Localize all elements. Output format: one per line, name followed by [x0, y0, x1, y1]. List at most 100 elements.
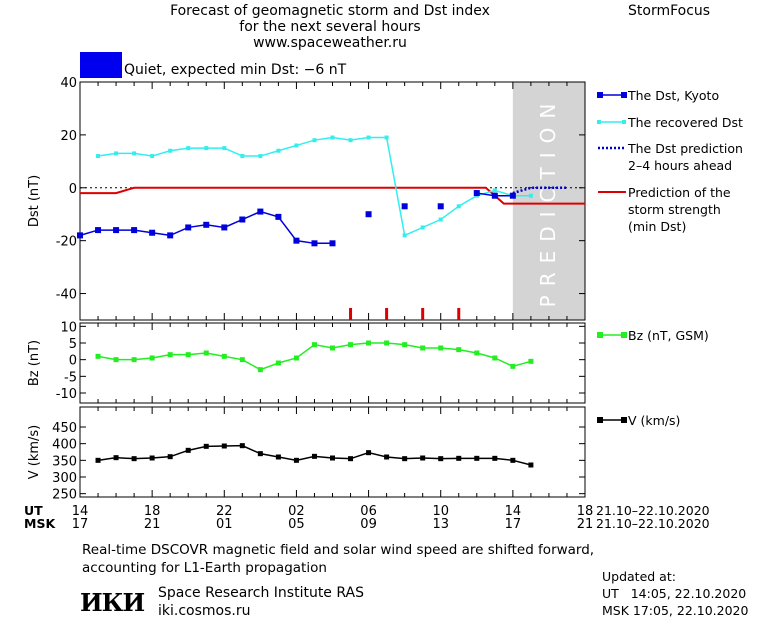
bz-point: [275, 360, 281, 366]
v-point: [95, 457, 101, 463]
storm-marker: [421, 308, 425, 320]
bz-point: [185, 352, 191, 358]
ut-tick-label: 22: [216, 504, 233, 519]
v-point: [149, 455, 155, 461]
y-tick-label-v: 350: [52, 454, 77, 469]
y-tick-label-v: 250: [52, 488, 77, 503]
ut-tick-label: 10: [432, 504, 449, 519]
storm-strength-line: [80, 186, 585, 205]
bz-point: [474, 350, 480, 356]
y-axis-label-dst: Dst (nT): [27, 175, 42, 227]
iki-logo: ИКИ: [80, 588, 145, 617]
recovered-dst-point: [132, 151, 137, 156]
dst-kyoto-point: [329, 240, 336, 247]
dst-kyoto-point: [131, 227, 138, 234]
v-point: [402, 456, 408, 462]
legend-v: V (km/s): [628, 413, 681, 428]
bz-point: [402, 342, 408, 348]
legend-swatch-dst-kyoto-mark: [597, 92, 603, 98]
dst-kyoto-point: [311, 240, 318, 247]
bz-point: [293, 355, 299, 361]
bz-point: [348, 342, 354, 348]
dst-kyoto-point: [185, 224, 192, 231]
updated-label: Updated at:: [602, 569, 676, 584]
institute-url[interactable]: iki.cosmos.ru: [158, 603, 251, 619]
dst-kyoto-point: [149, 229, 156, 236]
v-point: [366, 450, 372, 456]
dst-kyoto-point: [293, 237, 300, 244]
y-tick-label-v: 400: [52, 438, 77, 453]
recovered-dst-point: [150, 154, 155, 159]
dst-kyoto-point: [437, 203, 444, 210]
recovered-dst-point: [96, 154, 101, 159]
legend-swatch-dst-kyoto-mark: [621, 92, 627, 98]
storm-marker: [349, 308, 353, 320]
ut-tick-label: 18: [577, 504, 594, 519]
y-tick-label-v: 450: [52, 421, 77, 436]
v-point: [384, 454, 390, 460]
recovered-dst-point: [222, 146, 227, 151]
bz-point: [203, 350, 209, 356]
brand-name: StormFocus: [628, 3, 711, 19]
bz-point: [257, 367, 263, 373]
v-point: [528, 462, 534, 468]
legend-swatch-v-mark: [597, 417, 603, 423]
prediction-zone: [512, 82, 585, 320]
ut-tick-label: 06: [360, 504, 377, 519]
y-tick-label-bz: 0: [69, 354, 77, 369]
recovered-dst-point: [456, 204, 461, 209]
bz-point: [239, 357, 245, 363]
recovered-dst-point: [276, 148, 281, 153]
recovered-dst-point: [348, 138, 353, 143]
ut-tick-label: 18: [144, 504, 161, 519]
title-line-3: www.spaceweather.ru: [253, 35, 407, 51]
recovered-dst-point: [384, 135, 389, 140]
v-point: [311, 453, 317, 459]
bz-point: [438, 345, 444, 351]
dst-kyoto-point: [77, 232, 83, 239]
recovered-dst-point: [402, 233, 407, 238]
v-point: [185, 447, 191, 453]
v-point: [221, 443, 227, 449]
v-point: [203, 443, 209, 449]
y-tick-label-dst: 40: [60, 76, 77, 91]
v-point: [456, 455, 462, 461]
title-line-2: for the next several hours: [239, 19, 421, 35]
y-tick-label-dst: -40: [56, 288, 77, 303]
recovered-dst-point: [294, 143, 299, 148]
bz-point: [95, 353, 101, 359]
dst-kyoto-point: [509, 192, 516, 199]
msk-tick-label: 05: [288, 517, 305, 532]
v-point: [492, 455, 498, 461]
msk-tick-label: 21: [577, 517, 594, 532]
recovered-dst-point: [366, 135, 371, 140]
bz-point: [311, 342, 317, 348]
dst-kyoto-point: [167, 232, 174, 239]
y-axis-label-bz: Bz (nT): [27, 340, 42, 386]
legend-storm-strength: Prediction of the storm strength (min Ds…: [628, 185, 731, 234]
dst-kyoto-point: [113, 227, 120, 234]
v-point: [438, 456, 444, 462]
v-point: [131, 456, 137, 462]
v-point: [239, 443, 245, 449]
recovered-dst-line: [97, 136, 531, 237]
v-point: [167, 454, 173, 460]
y-tick-label-bz: -10: [56, 387, 77, 402]
ut-tick-label: 02: [288, 504, 305, 519]
bz-point: [167, 352, 173, 358]
legend-swatch-recovered-mark: [622, 120, 626, 124]
bz-point: [528, 358, 534, 364]
legend-swatch-v-mark: [621, 417, 627, 423]
ut-date-range: 21.10–22.10.2020: [596, 503, 710, 518]
msk-tick-label: 09: [360, 517, 377, 532]
bz-point: [420, 345, 426, 351]
recovered-dst-point: [492, 188, 497, 193]
y-tick-label-dst: -20: [56, 235, 77, 250]
panel-frame-dst: [79, 81, 586, 321]
legend-swatch-bz-mark: [621, 332, 627, 338]
prediction-zone-label: PREDICTION: [536, 95, 560, 308]
bz-point: [366, 340, 372, 346]
v-point: [474, 455, 480, 461]
recovered-dst-point: [330, 135, 335, 140]
